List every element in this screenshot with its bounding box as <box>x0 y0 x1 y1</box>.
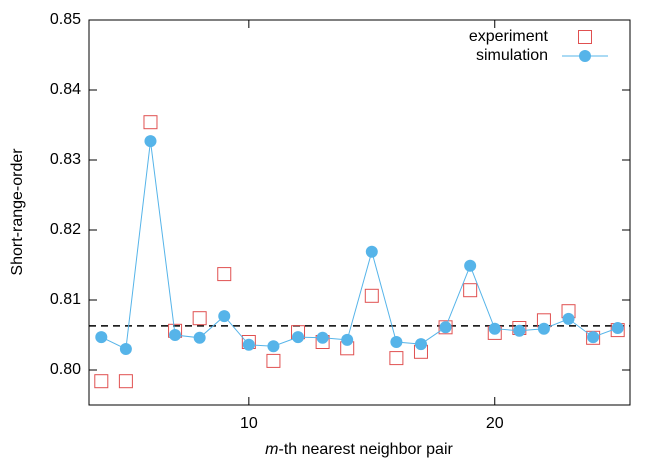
data-point <box>562 312 575 325</box>
data-point <box>118 374 133 389</box>
y-tick-label: 0.84 <box>50 81 81 98</box>
data-point <box>611 322 624 334</box>
data-point <box>192 311 207 326</box>
data-point <box>193 331 206 344</box>
y-tick-label: 0.80 <box>50 361 81 378</box>
data-point <box>587 331 600 344</box>
legend-label: experiment <box>469 28 549 45</box>
y-tick-label: 0.82 <box>50 221 81 238</box>
data-point <box>169 329 182 341</box>
data-point <box>463 283 478 298</box>
data-point <box>144 135 157 148</box>
legend-marker <box>578 30 592 44</box>
x-axis-label: m-th nearest neighbor pair <box>265 441 453 458</box>
series-line <box>101 141 618 350</box>
data-point <box>513 324 526 337</box>
data-point <box>439 321 452 334</box>
data-point <box>464 259 477 272</box>
data-point <box>143 115 158 130</box>
data-point <box>242 338 255 351</box>
y-axis-label: Short-range-order <box>9 148 26 276</box>
x-tick-label: 10 <box>240 415 258 432</box>
data-point <box>217 267 232 282</box>
legend-label: simulation <box>476 47 548 64</box>
y-tick-label: 0.83 <box>50 151 81 168</box>
y-tick-label: 0.85 <box>50 11 81 28</box>
data-point <box>365 245 378 258</box>
data-point <box>95 331 108 344</box>
data-point <box>390 336 403 348</box>
data-point <box>94 374 109 389</box>
data-point <box>267 340 280 353</box>
data-point <box>488 322 501 335</box>
y-tick-label: 0.81 <box>50 291 81 308</box>
data-point <box>537 322 550 335</box>
x-axis-label-var: m <box>265 441 278 458</box>
data-point <box>438 320 453 335</box>
x-axis-label-text: -th nearest neighbor pair <box>279 441 454 458</box>
x-tick-label: 20 <box>486 415 504 432</box>
data-point <box>414 338 427 351</box>
data-point <box>389 351 404 366</box>
data-point <box>364 288 379 303</box>
plot-frame <box>88 19 631 406</box>
data-point <box>218 310 231 323</box>
data-point <box>316 331 329 344</box>
data-point <box>266 353 281 368</box>
data-point <box>292 331 305 344</box>
data-point <box>341 333 354 346</box>
legend-marker <box>579 50 591 62</box>
data-point <box>119 343 132 355</box>
